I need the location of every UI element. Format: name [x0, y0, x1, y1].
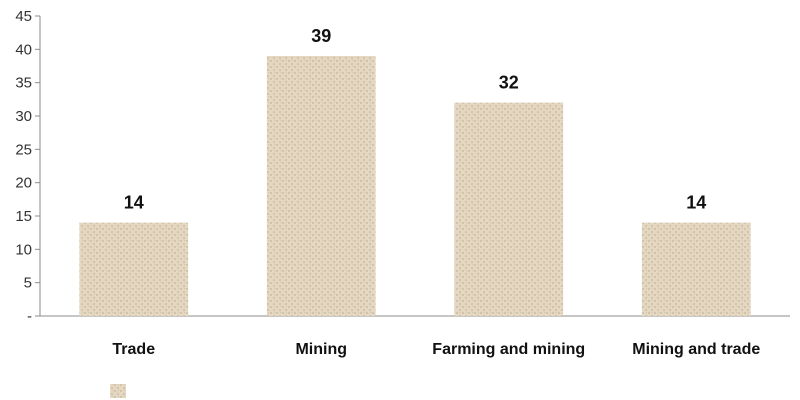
- y-tick-label: 15: [15, 208, 32, 225]
- legend-swatch: [110, 384, 126, 398]
- bar: [266, 56, 376, 316]
- data-label: 14: [124, 193, 144, 213]
- bars: 14 39 32 14: [79, 26, 751, 317]
- x-tick-label: Mining and trade: [632, 341, 760, 358]
- y-tick-label: 40: [15, 41, 32, 58]
- bar: [79, 222, 189, 316]
- bar: [454, 102, 564, 317]
- x-tick-label: Trade: [112, 341, 155, 358]
- data-label: 39: [311, 26, 331, 46]
- data-label: 14: [686, 193, 706, 213]
- data-label: 32: [499, 73, 519, 93]
- y-tick-label: 45: [15, 8, 32, 25]
- legend: [110, 384, 126, 398]
- y-tick-label: 35: [15, 75, 32, 92]
- x-tick-label: Mining: [295, 341, 347, 358]
- y-tick-label: 25: [15, 141, 32, 158]
- bar: [641, 222, 751, 316]
- y-tick-label: -: [27, 308, 32, 325]
- y-axis: - 5 10 15 20 25 30 35 40 45: [15, 8, 41, 325]
- y-tick-label: 10: [15, 241, 32, 258]
- y-tick-label: 20: [15, 175, 32, 192]
- category-labels: Trade Mining Farming and mining Mining and …: [112, 341, 760, 358]
- y-tick-label: 30: [15, 108, 32, 125]
- x-tick-label: Farming and mining: [432, 341, 585, 358]
- y-tick-label: 5: [24, 275, 32, 292]
